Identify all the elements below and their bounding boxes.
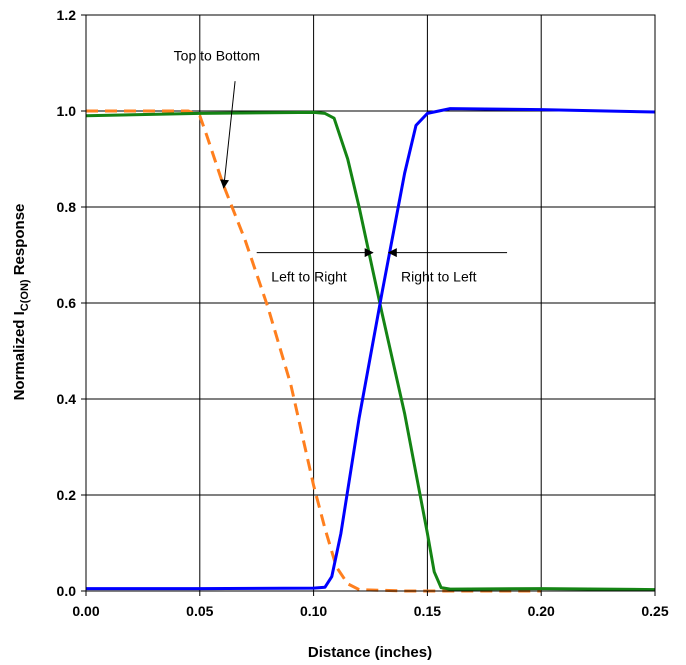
y-tick-label: 0.6 — [57, 295, 77, 311]
plot-frame — [85, 14, 656, 592]
y-axis-label: Normalized IC(ON) Response — [11, 204, 31, 401]
y-tick-label: 0.8 — [57, 199, 77, 215]
annotation-text: Right to Left — [401, 268, 477, 284]
series-line-3 — [86, 107, 656, 591]
x-tick-label: 0.15 — [414, 603, 441, 619]
series-line-2 — [85, 110, 656, 592]
grid — [86, 15, 655, 591]
series-layer — [85, 107, 656, 593]
y-tick-label: 1.0 — [57, 103, 77, 119]
y-tick-label: 0.0 — [57, 583, 77, 599]
x-tick-label: 0.10 — [300, 603, 327, 619]
x-axis-label: Distance (inches) — [308, 644, 432, 661]
annotation-text: Left to Right — [271, 268, 347, 284]
y-tick-label: 0.2 — [57, 487, 77, 503]
axes: 0.00 0.05 0.10 0.15 0.20 0.25 0.0 0.2 0.4 0.6 0.8 1… — [57, 7, 669, 619]
annotation-text: Top to Bottom — [174, 48, 260, 64]
x-tick-label: 0.05 — [186, 603, 213, 619]
x-tick-label: 0.20 — [528, 603, 555, 619]
y-tick-label: 0.4 — [57, 391, 77, 407]
y-tick-label: 1.2 — [57, 7, 77, 23]
x-tick-label: 0.00 — [72, 603, 99, 619]
annotations: Top to Bottom Left to Right Right to Left — [174, 48, 508, 284]
annotation-arrow — [220, 81, 236, 189]
x-tick-label: 0.25 — [641, 603, 668, 619]
